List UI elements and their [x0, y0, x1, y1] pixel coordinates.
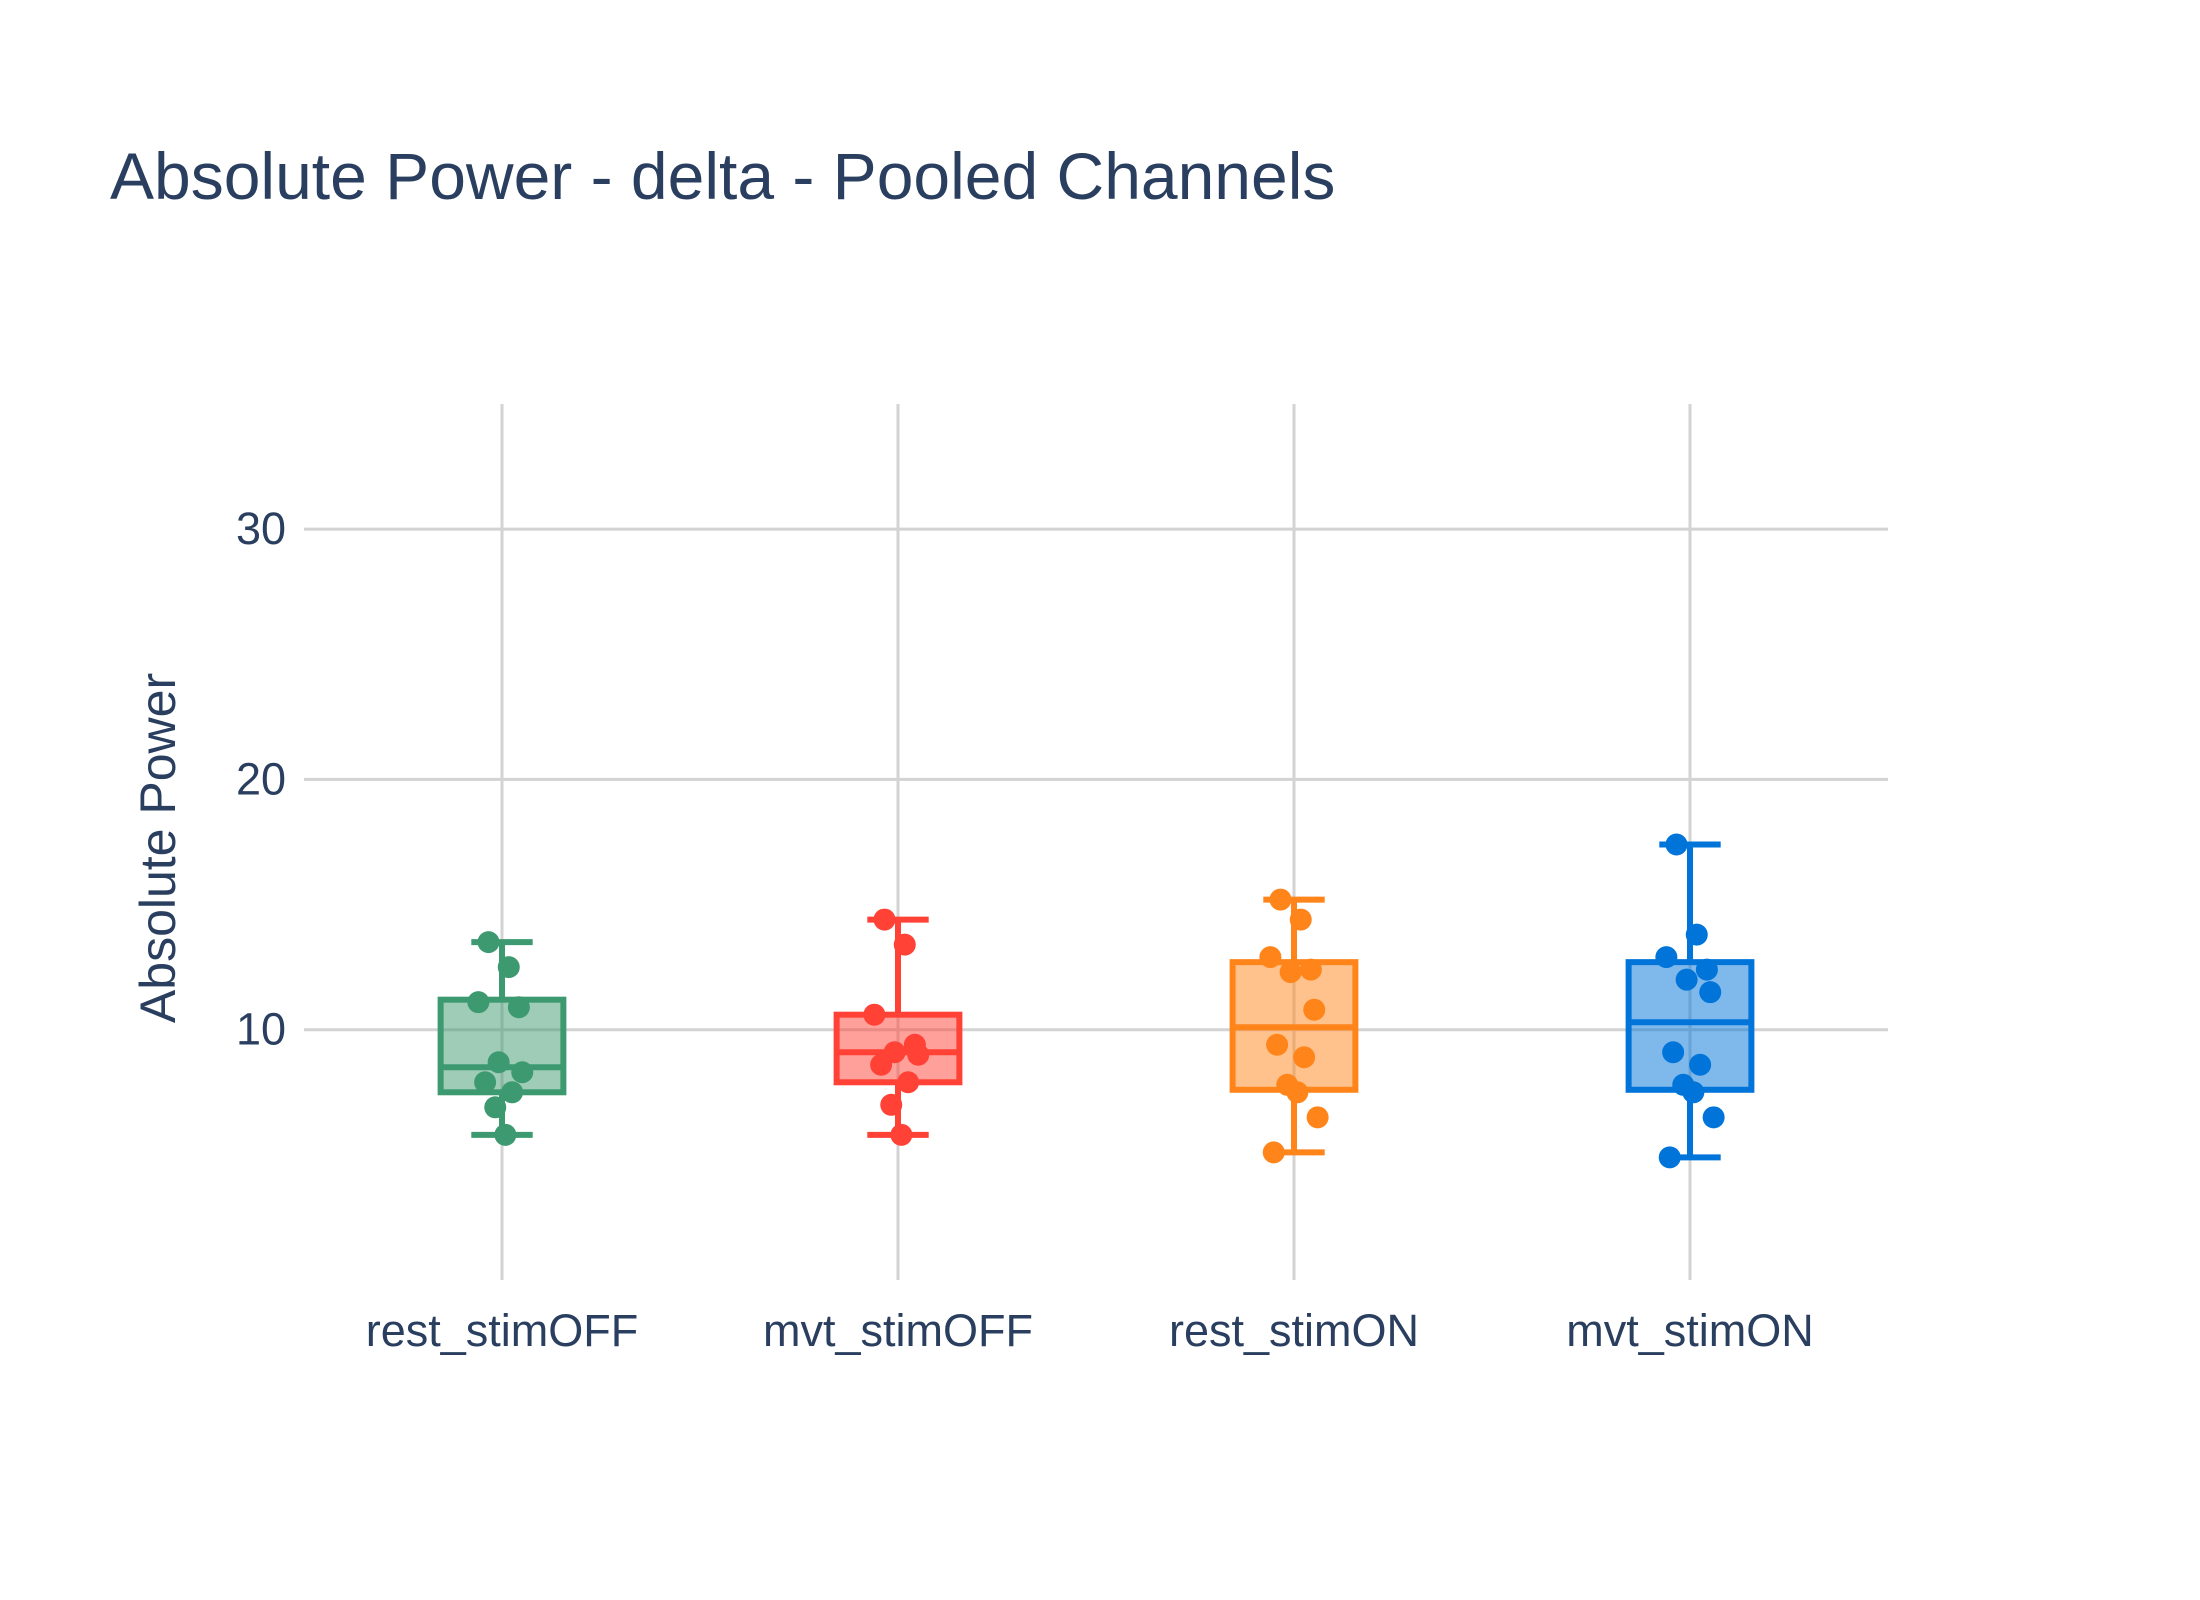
data-point: [1280, 961, 1302, 983]
axes: 10 20 30 rest_stimOFF mvt_stimOFF rest_stimON…: [130, 503, 1814, 1356]
data-point: [1655, 946, 1677, 968]
data-point: [488, 1051, 510, 1073]
data-point: [467, 991, 489, 1013]
data-point: [494, 1124, 516, 1146]
box-layer: [441, 834, 1752, 1169]
x-tick-label-rest_stimOFF: rest_stimOFF: [366, 1305, 639, 1356]
data-point: [1703, 1106, 1725, 1128]
data-point: [1696, 959, 1718, 981]
box-body: [441, 1000, 564, 1093]
data-point: [498, 956, 520, 978]
data-point: [1259, 946, 1281, 968]
data-point: [511, 1061, 533, 1083]
x-tick-label-mvt_stimOFF: mvt_stimOFF: [763, 1305, 1033, 1356]
data-point: [1269, 889, 1291, 911]
data-point: [873, 909, 895, 931]
data-point: [508, 996, 530, 1018]
data-point: [477, 931, 499, 953]
data-point: [863, 1004, 885, 1026]
data-point: [1263, 1141, 1285, 1163]
data-point: [1665, 834, 1687, 856]
data-point: [890, 1124, 912, 1146]
data-point: [474, 1071, 496, 1093]
data-point: [1293, 1046, 1315, 1068]
data-point: [1682, 1081, 1704, 1103]
data-point: [870, 1054, 892, 1076]
y-tick-label-10: 10: [236, 1004, 286, 1055]
box-mvt_stimON: [1629, 834, 1752, 1169]
data-point: [1686, 924, 1708, 946]
data-point: [1662, 1041, 1684, 1063]
y-tick-label-30: 30: [236, 503, 286, 554]
data-point: [894, 934, 916, 956]
box-rest_stimOFF: [441, 931, 564, 1146]
data-point: [1307, 1106, 1329, 1128]
data-point: [1659, 1146, 1681, 1168]
data-point: [1286, 1081, 1308, 1103]
data-point: [880, 1094, 902, 1116]
data-point: [1300, 959, 1322, 981]
x-tick-label-mvt_stimON: mvt_stimON: [1566, 1305, 1814, 1356]
grid: [304, 404, 1888, 1280]
data-point: [1266, 1034, 1288, 1056]
data-point: [1699, 981, 1721, 1003]
y-tick-label-20: 20: [236, 753, 286, 804]
data-point: [897, 1071, 919, 1093]
x-tick-label-rest_stimON: rest_stimON: [1169, 1305, 1419, 1356]
data-point: [484, 1096, 506, 1118]
box-mvt_stimOFF: [837, 909, 960, 1146]
data-point: [1290, 909, 1312, 931]
y-axis-label: Absolute Power: [130, 673, 186, 1023]
data-point: [501, 1081, 523, 1103]
data-point: [1303, 999, 1325, 1021]
box-rest_stimON: [1233, 889, 1356, 1164]
data-point: [907, 1044, 929, 1066]
data-point: [1676, 969, 1698, 991]
data-point: [1689, 1054, 1711, 1076]
